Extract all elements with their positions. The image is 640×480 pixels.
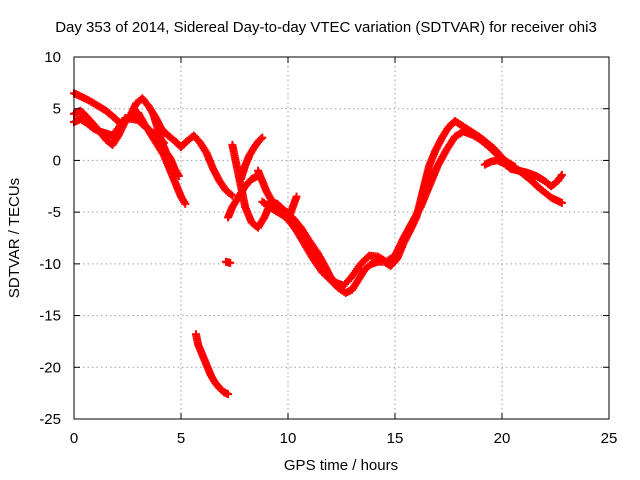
y-axis-label: SDTVAR / TECUs xyxy=(6,178,23,298)
axis-ticks: 0 5 10 15 20 25 -25 -20 -15 -10 -5 0 5 10 xyxy=(39,49,617,447)
data-point xyxy=(226,190,235,199)
data-point xyxy=(181,199,190,208)
series-track-f xyxy=(224,171,263,222)
data-point xyxy=(258,133,267,142)
chart-title: Day 353 of 2014, Sidereal Day-to-day VTE… xyxy=(55,19,597,36)
y-tick-label: 10 xyxy=(44,49,61,66)
series-track-c xyxy=(70,114,168,147)
y-tick-label: -10 xyxy=(39,256,61,273)
data-point xyxy=(292,192,301,201)
data-point xyxy=(228,191,237,200)
data-point xyxy=(325,275,334,284)
data-point xyxy=(557,170,566,179)
series-track-d xyxy=(149,109,183,180)
y-tick-label: -25 xyxy=(39,411,61,428)
series-track-k xyxy=(258,197,335,285)
series-track-e xyxy=(228,140,301,232)
x-tick-label: 0 xyxy=(70,430,78,447)
y-tick-label: 0 xyxy=(53,152,61,169)
x-tick-label: 15 xyxy=(387,430,404,447)
data-series xyxy=(70,89,566,399)
data-point xyxy=(256,135,265,144)
data-point xyxy=(174,171,183,180)
data-point xyxy=(224,390,233,399)
y-tick-label: -5 xyxy=(48,204,61,221)
series-track-g xyxy=(236,133,267,184)
series-track-l xyxy=(191,330,233,399)
series-track-a xyxy=(70,89,237,200)
x-tick-label: 25 xyxy=(601,430,618,447)
series-track-j xyxy=(480,156,566,191)
y-tick-label: 5 xyxy=(53,101,61,118)
data-point xyxy=(226,258,235,267)
x-tick-label: 10 xyxy=(280,430,297,447)
series-track-m xyxy=(221,257,235,267)
grid-lines xyxy=(74,57,609,419)
y-tick-label: -20 xyxy=(39,359,61,376)
data-point xyxy=(326,276,335,285)
x-tick-label: 20 xyxy=(494,430,511,447)
data-point xyxy=(557,198,566,207)
data-point xyxy=(556,172,565,181)
y-tick-label: -15 xyxy=(39,308,61,325)
x-axis-label: GPS time / hours xyxy=(284,457,398,474)
plot-frame xyxy=(73,56,610,420)
x-tick-label: 5 xyxy=(177,430,185,447)
series-track-h xyxy=(254,117,566,297)
